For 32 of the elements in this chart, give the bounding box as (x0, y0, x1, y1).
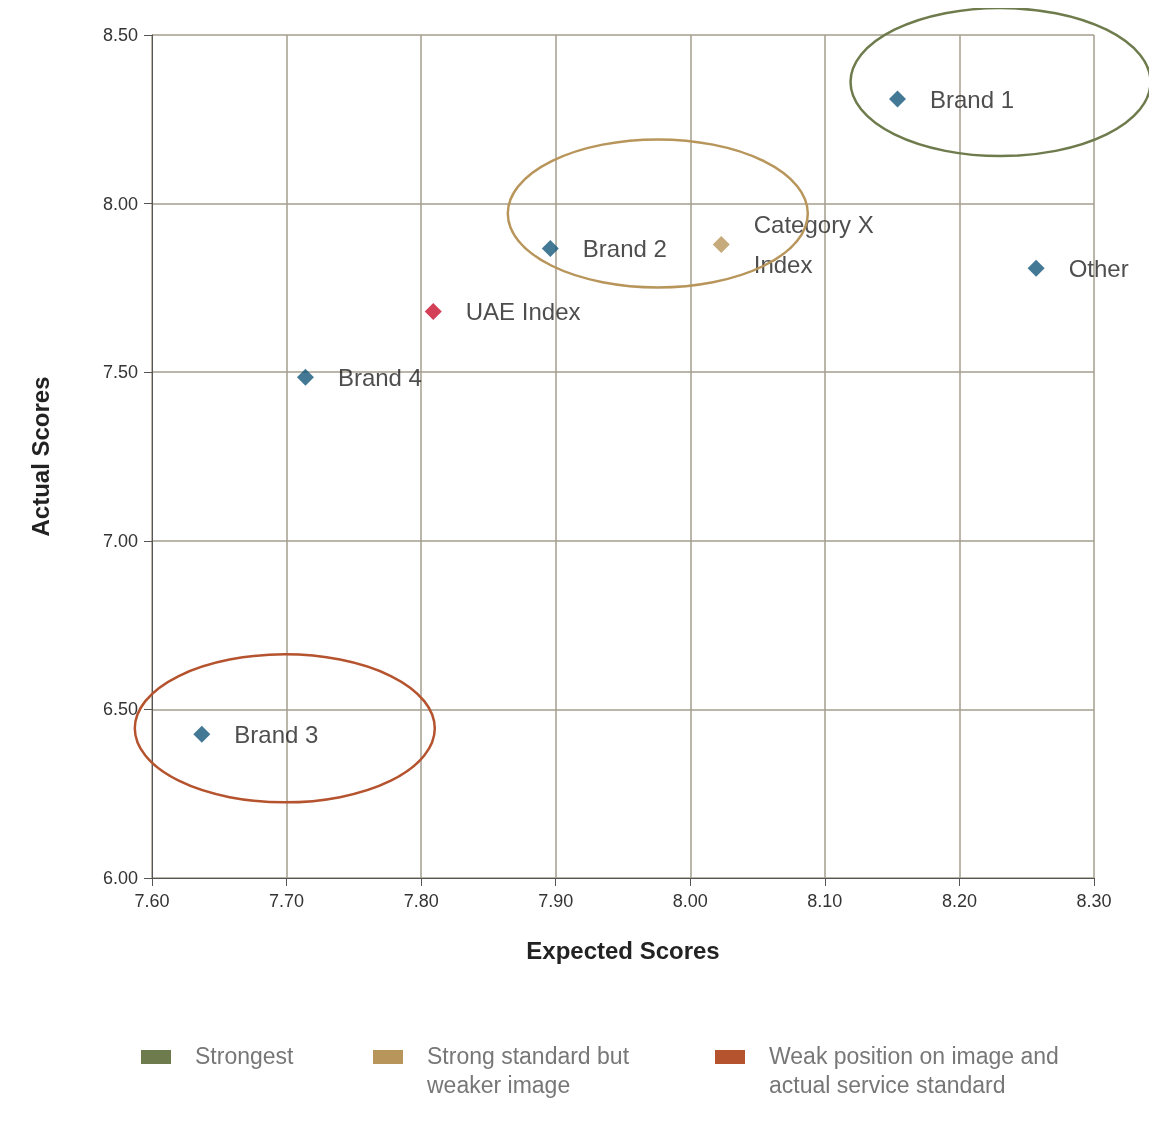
x-tick-label: 8.00 (672, 891, 708, 911)
x-tick-label: 7.80 (403, 891, 439, 911)
x-tick-label: 7.70 (269, 891, 305, 911)
point (541, 239, 559, 257)
series-label: UAE Index (465, 298, 581, 325)
x-tick-label: 7.60 (134, 891, 170, 911)
point (1027, 259, 1045, 277)
series-label: Brand 2 (582, 234, 667, 262)
point (889, 90, 907, 108)
y-tick-label: 8.50 (102, 25, 138, 45)
y-tick-label: 6.00 (102, 868, 138, 888)
x-tick-label: 8.20 (941, 891, 977, 911)
y-axis-title: Actual Scores (26, 376, 54, 537)
series-label: Brand 3 (234, 720, 319, 748)
y-tick-label: 8.00 (102, 193, 138, 214)
x-tick-label: 7.90 (538, 891, 574, 911)
x-axis-title: Expected Scores (526, 936, 720, 964)
series-label: Brand 4 (337, 363, 422, 391)
y-tick-label: 7.00 (102, 530, 138, 551)
y-tick-label: 6.50 (102, 699, 138, 720)
point (712, 235, 730, 253)
series-label: Other (1068, 254, 1129, 282)
y-tick-label: 7.50 (102, 362, 138, 383)
point (424, 303, 442, 320)
text: Strong standard but weaker image (427, 1042, 631, 1100)
x-tick-label: 8.10 (807, 891, 843, 911)
point (193, 725, 211, 743)
text: Weak position on image and actual service standard (769, 1042, 1060, 1100)
text: Strongest (195, 1042, 295, 1071)
point (296, 368, 314, 386)
x-tick-label: 8.30 (1076, 891, 1112, 911)
series-label: Brand 1 (930, 85, 1015, 113)
